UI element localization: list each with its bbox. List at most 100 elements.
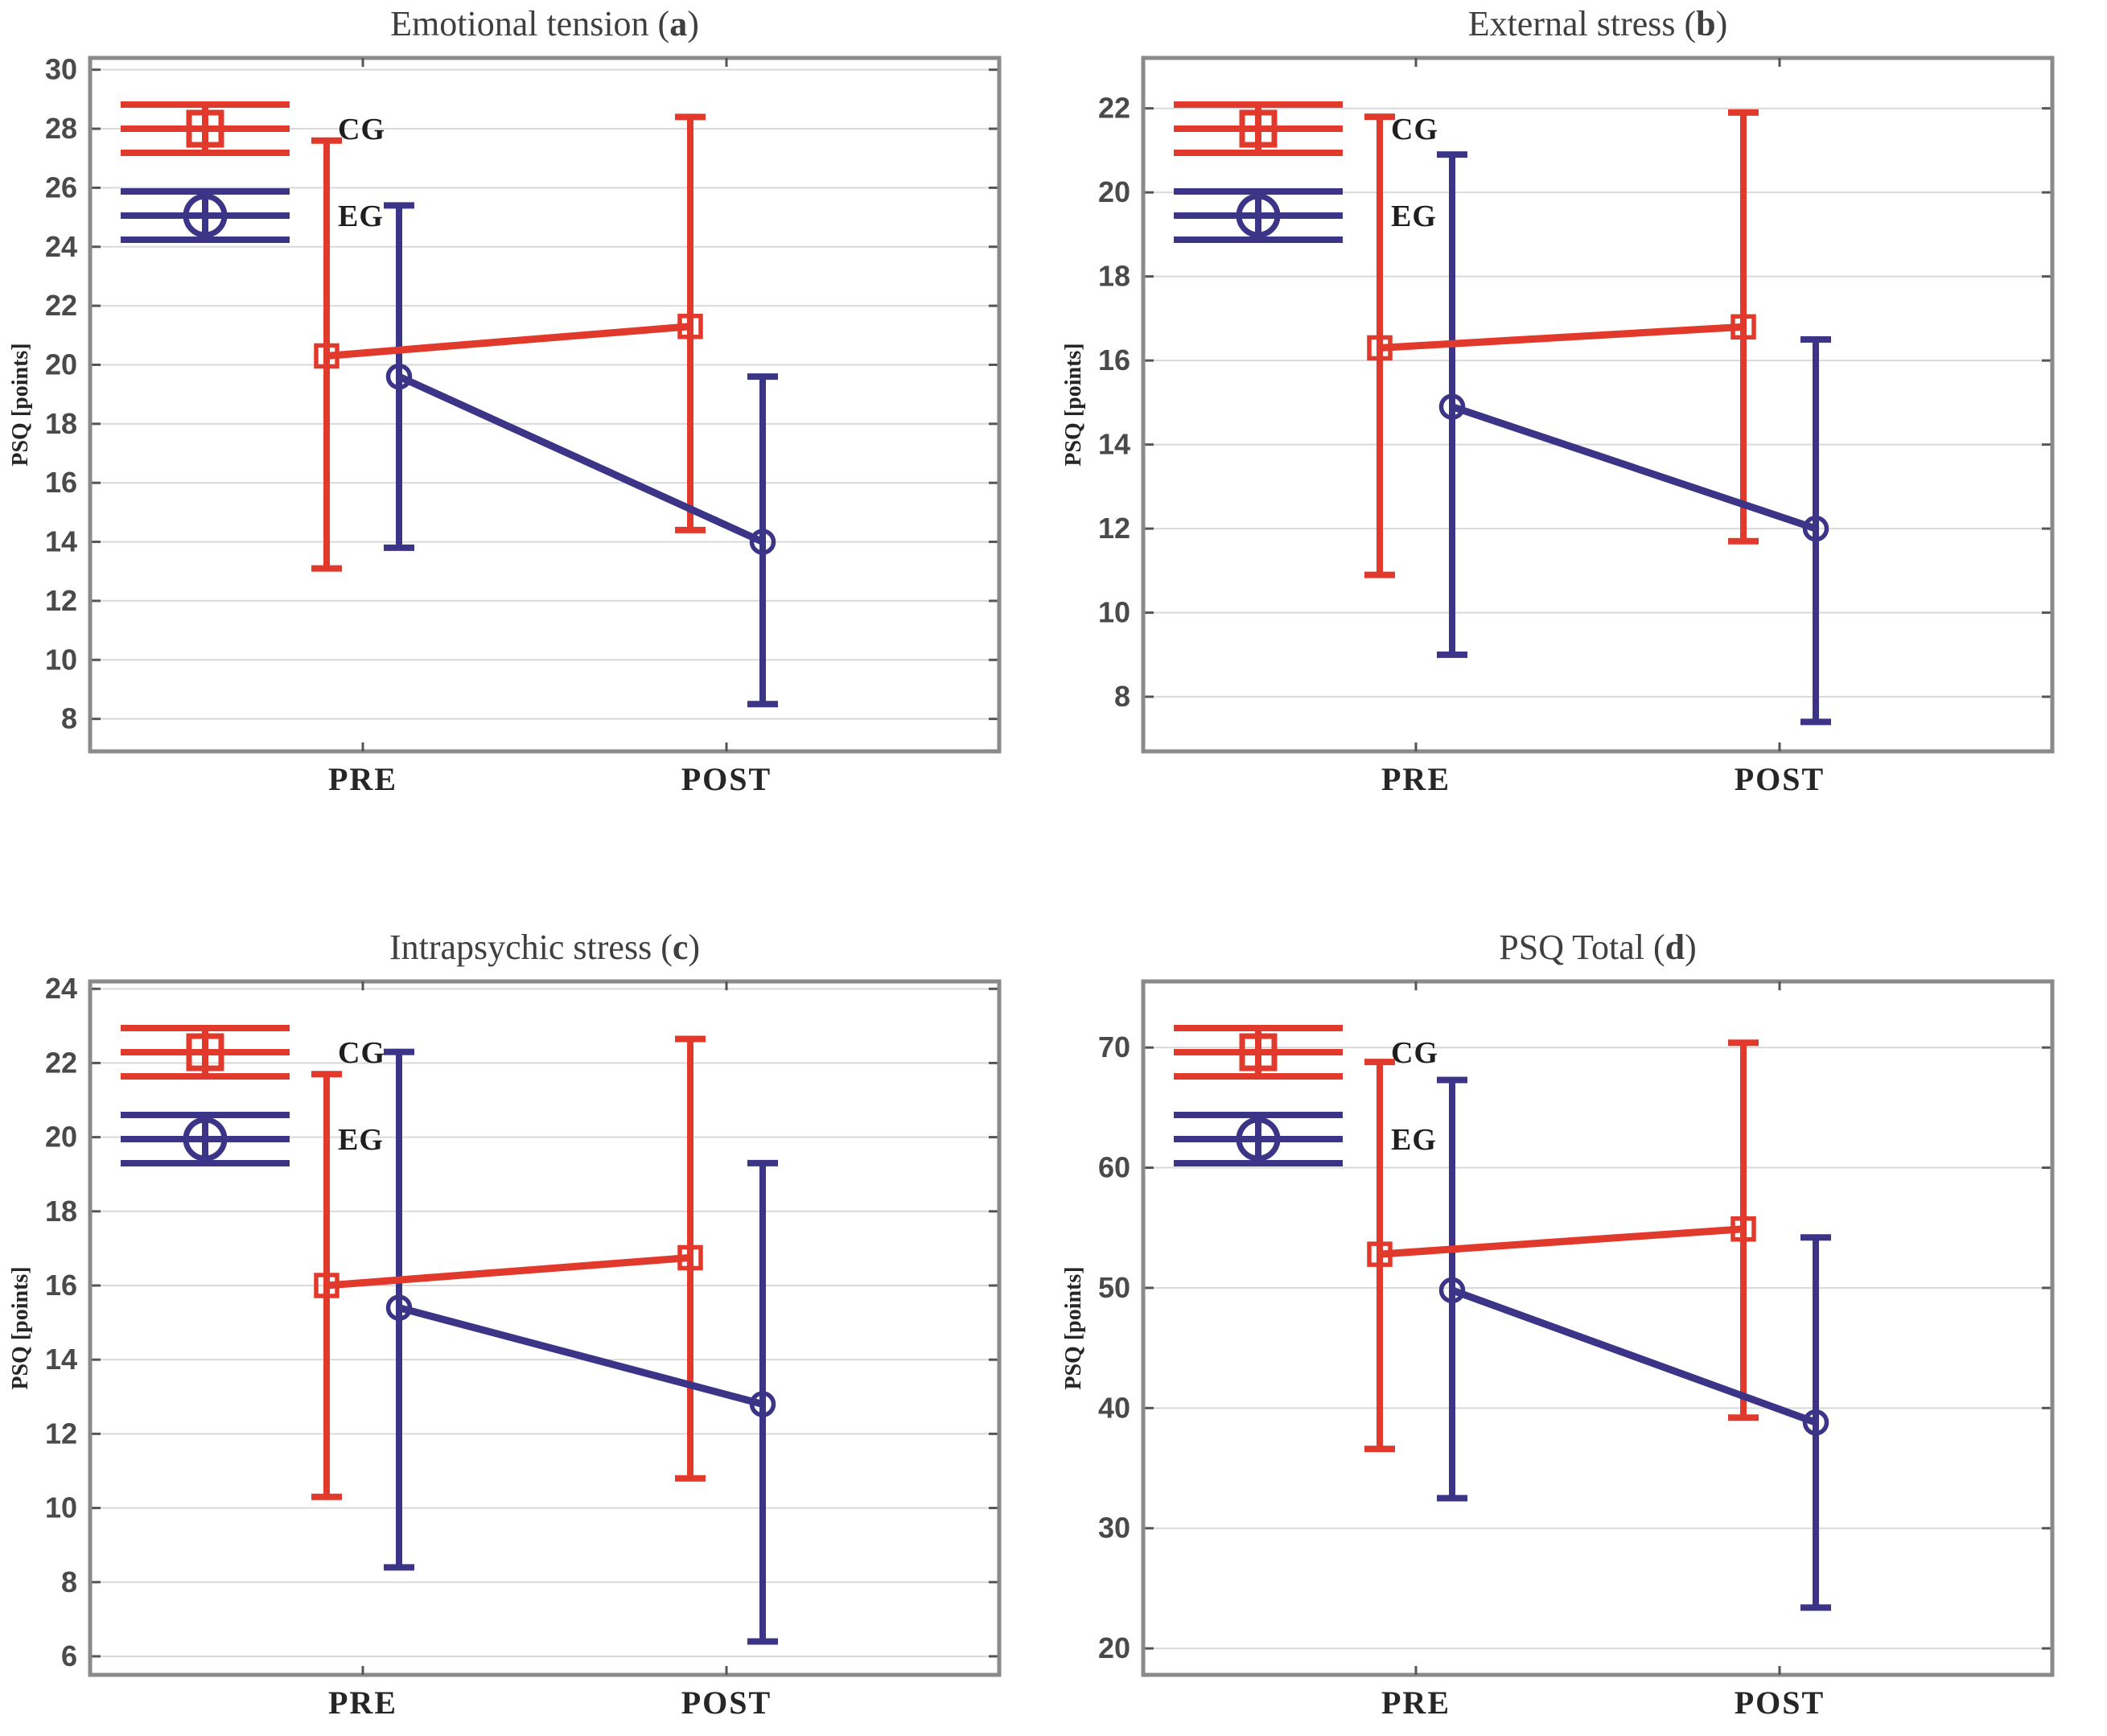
plot-frame xyxy=(88,979,1002,1677)
y-tick-label: 20 xyxy=(1098,1631,1130,1664)
y-tick-label: 70 xyxy=(1098,1030,1130,1063)
legend-circle-marker-icon xyxy=(1236,1117,1281,1162)
y-tick-label: 18 xyxy=(45,407,77,440)
data-point-EG-PRE xyxy=(385,1294,413,1321)
y-tick-label: 18 xyxy=(1098,260,1130,293)
chart-svg-b: 8 10 12 14 16 18 20 22 PRE POST External stress (b… xyxy=(1061,4,2055,797)
y-tick-label: 10 xyxy=(1098,596,1130,629)
y-tick-label: 10 xyxy=(45,1491,77,1524)
x-tick-label: PRE xyxy=(1381,1685,1451,1721)
panel-title: External stress (b) xyxy=(1468,4,1728,43)
y-tick-label: 20 xyxy=(45,1121,77,1154)
data-point-CG-PRE xyxy=(314,1273,340,1298)
data-point-CG-PRE xyxy=(1367,1241,1393,1267)
data-point-CG-POST xyxy=(1730,1216,1756,1242)
y-tick-label: 22 xyxy=(1098,92,1130,125)
y-tick-label: 12 xyxy=(45,1417,77,1450)
y-axis-label: PSQ [points] xyxy=(1061,343,1086,466)
y-tick-label: 10 xyxy=(45,643,77,676)
data-point-CG-POST xyxy=(677,314,703,339)
y-tick-label: 12 xyxy=(45,584,77,617)
y-tick-label: 16 xyxy=(45,466,77,499)
legend-label-EG: EG xyxy=(1391,200,1437,233)
series-line-CG xyxy=(326,1253,691,1290)
series-line-CG xyxy=(1379,323,1744,352)
x-tick-label: PRE xyxy=(1381,761,1451,797)
data-point-CG-POST xyxy=(1730,314,1756,340)
legend-label-CG: CG xyxy=(338,1036,385,1070)
chart-svg-d: 20 30 40 50 60 70 PRE POST PSQ Total (d) PSQ [poi… xyxy=(1061,928,2055,1721)
plot-frame xyxy=(1141,56,2055,754)
y-tick-label: 24 xyxy=(45,972,77,1005)
x-tick-label: POST xyxy=(1735,761,1825,797)
series-line-CG xyxy=(326,323,691,360)
series-line-EG xyxy=(397,1304,764,1408)
x-tick-label: PRE xyxy=(328,1685,397,1721)
legend-square-marker-icon xyxy=(186,109,224,148)
y-tick-label: 8 xyxy=(1114,680,1130,713)
data-point-EG-PRE xyxy=(385,363,413,390)
y-tick-label: 6 xyxy=(61,1639,77,1672)
legend-circle-marker-icon xyxy=(1236,193,1281,238)
legend-label-EG: EG xyxy=(338,1123,384,1157)
y-tick-label: 16 xyxy=(45,1269,77,1302)
series-line-EG xyxy=(1451,1286,1817,1426)
x-tick-label: POST xyxy=(1735,1685,1825,1721)
y-tick-label: 14 xyxy=(45,525,77,558)
legend-label-EG: EG xyxy=(1391,1123,1437,1157)
data-point-CG-PRE xyxy=(1367,335,1393,361)
data-point-CG-POST xyxy=(677,1244,703,1271)
panel-title: Emotional tension (a) xyxy=(390,4,699,43)
y-tick-label: 8 xyxy=(61,1565,77,1598)
x-tick-label: PRE xyxy=(328,761,397,797)
data-point-EG-POST xyxy=(749,1391,776,1417)
legend-circle-marker-icon xyxy=(183,193,228,238)
panel-intrapsychic-stress: 6 8 10 12 14 16 18 20 22 24 PRE POST Intrapsychic st… xyxy=(0,924,1054,1736)
data-point-EG-PRE xyxy=(1438,393,1466,420)
plot-frame xyxy=(88,56,1002,754)
panel-psq-total: 20 30 40 50 60 70 PRE POST PSQ Total (d) PSQ [poi… xyxy=(1053,924,2107,1736)
y-tick-label: 14 xyxy=(1098,428,1130,461)
y-tick-label: 28 xyxy=(45,112,77,145)
data-point-CG-PRE xyxy=(314,343,340,369)
legend-label-EG: EG xyxy=(338,200,384,233)
y-axis-label: PSQ [points] xyxy=(8,1266,33,1389)
y-axis-label: PSQ [points] xyxy=(1061,1266,1086,1389)
series-line-CG xyxy=(1379,1225,1744,1258)
x-tick-label: POST xyxy=(681,1685,772,1721)
data-point-EG-POST xyxy=(1802,515,1829,542)
legend-square-marker-icon xyxy=(1239,109,1278,148)
legend-square-marker-icon xyxy=(186,1033,224,1072)
panel-title: Intrapsychic stress (c) xyxy=(389,928,700,967)
data-point-EG-POST xyxy=(1802,1409,1829,1436)
x-tick-label: POST xyxy=(681,761,772,797)
y-tick-label: 12 xyxy=(1098,512,1130,545)
data-point-EG-PRE xyxy=(1438,1277,1466,1304)
legend-label-CG: CG xyxy=(338,113,385,146)
y-tick-label: 20 xyxy=(45,348,77,381)
y-tick-label: 16 xyxy=(1098,343,1130,376)
y-tick-label: 8 xyxy=(61,702,77,735)
legend-label-CG: CG xyxy=(1391,113,1438,146)
plot-frame xyxy=(1141,979,2055,1677)
series-line-EG xyxy=(397,373,764,545)
y-tick-label: 30 xyxy=(1098,1512,1130,1545)
panel-title: PSQ Total (d) xyxy=(1499,928,1697,967)
y-tick-label: 26 xyxy=(45,171,77,204)
legend-circle-marker-icon xyxy=(183,1117,228,1162)
legend-square-marker-icon xyxy=(1239,1033,1278,1072)
y-tick-label: 30 xyxy=(45,53,77,86)
panel-external-stress: 8 10 12 14 16 18 20 22 PRE POST External stress (b… xyxy=(1053,0,2107,812)
series-line-EG xyxy=(1451,403,1817,533)
chart-svg-a: 8 10 12 14 16 18 20 22 24 26 28 30 PRE POST Emotional … xyxy=(8,4,1002,797)
legend-label-CG: CG xyxy=(1391,1036,1438,1070)
y-tick-label: 22 xyxy=(45,289,77,322)
y-tick-label: 24 xyxy=(45,230,77,263)
y-tick-label: 60 xyxy=(1098,1151,1130,1184)
panel-emotional-tension: 8 10 12 14 16 18 20 22 24 26 28 30 PRE POST Emotional … xyxy=(0,0,1054,812)
y-tick-label: 40 xyxy=(1098,1391,1130,1424)
chart-svg-c: 6 8 10 12 14 16 18 20 22 24 PRE POST Intrapsychic st… xyxy=(8,928,1002,1721)
y-axis-label: PSQ [points] xyxy=(8,343,33,466)
y-tick-label: 14 xyxy=(45,1343,77,1376)
